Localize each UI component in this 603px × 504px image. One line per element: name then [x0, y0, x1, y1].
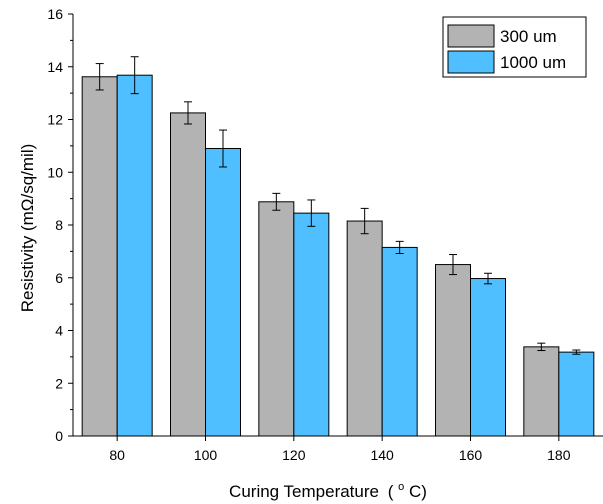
- bar-1000um-140: [381, 246, 418, 437]
- bar-1000um-160: [470, 278, 506, 437]
- bar-300um-140: [346, 220, 383, 437]
- x-axis-title-unit-rest: C): [409, 482, 427, 501]
- x-tick-label-80: 80: [109, 447, 125, 463]
- bar-1000um-80: [116, 74, 153, 437]
- y-tick-label-12: 12: [47, 112, 63, 128]
- x-tick-label-180: 180: [547, 447, 571, 463]
- bar-300um-180: [523, 346, 560, 437]
- y-tick-label-10: 10: [47, 164, 63, 180]
- legend: 300 um 1000 um: [442, 16, 587, 78]
- bar-1000um-120: [293, 212, 330, 437]
- bars-layer: [81, 74, 595, 437]
- legend-swatch-300um: [447, 24, 495, 48]
- bar-300um-160: [435, 264, 471, 437]
- y-tick-label-8: 8: [55, 217, 63, 233]
- x-tick-label-120: 120: [282, 447, 306, 463]
- legend-label-300um: 300 um: [500, 27, 557, 46]
- x-axis-title-unit-open: (: [388, 482, 394, 501]
- legend-swatch-1000um: [447, 50, 495, 74]
- y-tick-label-16: 16: [47, 6, 63, 22]
- x-tick-label-160: 160: [459, 447, 483, 463]
- y-tick-label-0: 0: [55, 428, 63, 444]
- x-axis-title-unit-sup: o: [398, 481, 404, 493]
- bar-1000um-180: [558, 351, 595, 437]
- bar-300um-80: [81, 76, 118, 437]
- x-axis-title: Curing Temperature ( o C): [229, 475, 427, 501]
- y-tick-label-2: 2: [55, 375, 63, 391]
- y-tick-label-4: 4: [55, 323, 63, 339]
- y-tick-label-14: 14: [47, 59, 63, 75]
- bar-300um-120: [258, 201, 295, 437]
- bar-1000um-100: [205, 148, 241, 437]
- error-bars-layer: [95, 56, 581, 355]
- y-axis-title: Resistivity (mΩ/sq/mil): [18, 144, 37, 313]
- x-tick-label-140: 140: [370, 447, 394, 463]
- x-axis-title-text: Curing Temperature: [229, 482, 379, 501]
- bar-300um-100: [170, 112, 206, 437]
- y-tick-label-6: 6: [55, 270, 63, 286]
- axes-layer: 80 100 120 140 160 180 0 2 4 6 8 10 12 14 16: [47, 6, 603, 463]
- x-tick-label-100: 100: [194, 447, 218, 463]
- legend-label-1000um: 1000 um: [500, 53, 566, 72]
